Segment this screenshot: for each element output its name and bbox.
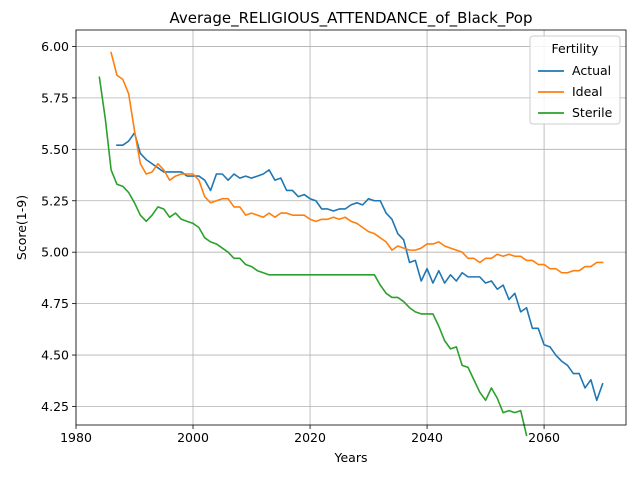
series-line-ideal <box>110 51 604 274</box>
legend-items: Actual Ideal Sterile <box>538 63 613 120</box>
y-tick-label: 5.50 <box>41 142 69 157</box>
legend-box <box>529 35 621 125</box>
y-tick-label: 5.00 <box>41 245 69 260</box>
tick-layer: 1980 2000 2020 2040 2060 4.25 4.50 4.75 5.00 5.25… <box>41 39 560 445</box>
legend-label-actual: Actual <box>572 63 611 78</box>
series-line-actual <box>116 132 604 402</box>
y-tick-label: 4.50 <box>41 348 69 363</box>
y-tick-label: 5.25 <box>41 193 69 208</box>
y-tick-label: 4.75 <box>41 296 69 311</box>
x-tick-label: 2000 <box>177 430 209 445</box>
x-tick-label: 2040 <box>411 430 443 445</box>
y-tick-label: 5.75 <box>41 90 69 105</box>
chart-title: Average_RELIGIOUS_ATTENDANCE_of_Black_Po… <box>170 9 533 28</box>
x-tick-label: 2020 <box>294 430 326 445</box>
plot-frame <box>75 29 627 426</box>
x-tick-label: 2060 <box>528 430 560 445</box>
x-axis-title: Years <box>334 450 368 465</box>
legend-title: Fertility <box>552 41 600 56</box>
y-tick-label: 4.25 <box>41 399 69 414</box>
legend-label-sterile: Sterile <box>572 105 613 120</box>
series-line-sterile <box>98 76 528 437</box>
legend: Fertility Actual Ideal Sterile <box>529 35 621 125</box>
y-tick-label: 6.00 <box>41 39 69 54</box>
x-tick-label: 1980 <box>60 430 92 445</box>
y-axis-title: Score(1-9) <box>14 195 29 260</box>
legend-label-ideal: Ideal <box>572 84 602 99</box>
series-layer <box>98 51 604 437</box>
